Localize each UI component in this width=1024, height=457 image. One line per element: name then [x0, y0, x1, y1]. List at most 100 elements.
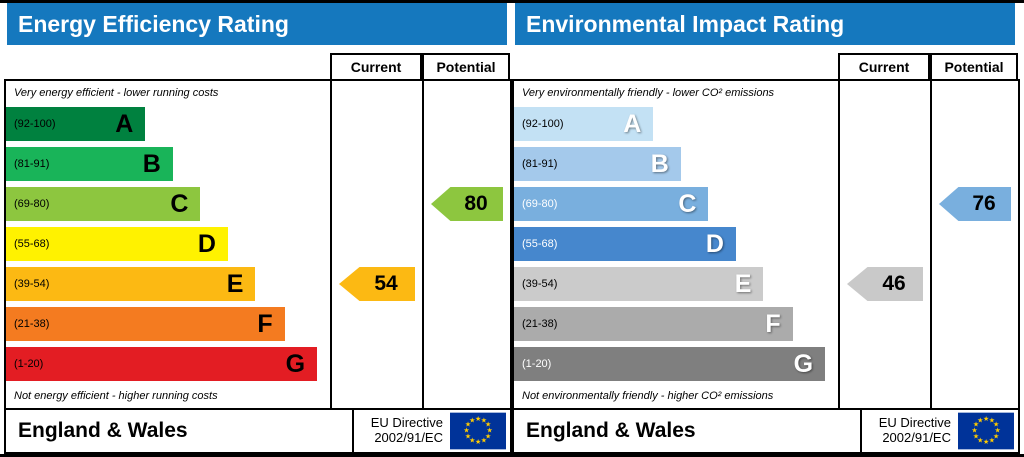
eu-directive-text: EU Directive 2002/91/EC — [878, 415, 951, 446]
eu-directive-line1: EU Directive — [878, 415, 951, 431]
svg-text:★: ★ — [989, 416, 995, 424]
eu-directive-cell: EU Directive 2002/91/EC ★ ★ ★ ★ ★ ★ ★ — [352, 410, 510, 452]
rating-band-b: (81-91) B — [514, 147, 681, 181]
svg-text:★: ★ — [993, 421, 999, 429]
rating-band-b: (81-91) B — [6, 147, 173, 181]
svg-text:★: ★ — [475, 438, 481, 446]
band-range: (81-91) — [522, 158, 558, 170]
column-header-spacer — [6, 53, 330, 79]
svg-text:★: ★ — [973, 421, 979, 429]
eu-flag-icon: ★ ★ ★ ★ ★ ★ ★ ★ ★ ★ ★ ★ — [450, 412, 506, 450]
chart-footer: England & Wales EU Directive 2002/91/EC … — [4, 410, 512, 454]
band-range: (1-20) — [522, 358, 552, 370]
rating-band-g: (1-20) G — [6, 347, 318, 381]
band-letter: D — [197, 229, 216, 258]
band-range: (55-68) — [14, 238, 50, 250]
svg-text:★: ★ — [487, 427, 493, 435]
band-letter: C — [678, 189, 697, 218]
svg-text:★: ★ — [973, 432, 979, 440]
svg-text:★: ★ — [475, 415, 481, 423]
environmental-impact-chart: Environmental Impact Rating Current Pote… — [512, 3, 1020, 454]
rating-band-f: (21-38) F — [514, 307, 793, 341]
rating-band-e: (39-54) E — [6, 267, 256, 301]
potential-rating-arrow: 80 — [431, 187, 503, 221]
rating-bands-area: Very environmentally friendly - lower CO… — [514, 81, 838, 408]
svg-text:★: ★ — [481, 437, 487, 445]
column-header-row: Current Potential — [512, 53, 1020, 79]
band-letter: G — [285, 349, 306, 378]
svg-text:★: ★ — [465, 432, 471, 440]
current-column-header: Current — [330, 53, 422, 79]
svg-text:★: ★ — [983, 438, 989, 446]
band-letter: D — [705, 229, 724, 258]
eu-directive-line2: 2002/91/EC — [374, 430, 443, 445]
band-letter: C — [170, 189, 189, 218]
energy-efficiency-chart: Energy Efficiency Rating Current Potenti… — [4, 3, 512, 454]
eu-directive-cell: EU Directive 2002/91/EC ★ ★ ★ ★ ★ ★ ★ — [860, 410, 1018, 452]
band-range: (39-54) — [522, 278, 558, 290]
rating-band-e: (39-54) E — [514, 267, 764, 301]
svg-text:★: ★ — [993, 432, 999, 440]
potential-column: 80 — [422, 81, 510, 408]
rating-table: Very energy efficient - lower running co… — [4, 79, 512, 410]
band-range: (21-38) — [522, 318, 558, 330]
current-rating-value: 46 — [882, 272, 906, 295]
svg-text:★: ★ — [469, 416, 475, 424]
bands-stack: (92-100) A (81-91) B (69-80) C (55-68) — [514, 107, 838, 387]
current-column-header: Current — [838, 53, 930, 79]
bands-stack: (92-100) A (81-91) B (69-80) C (55-68) — [6, 107, 330, 387]
bottom-note: Not environmentally friendly - higher CO… — [522, 390, 774, 402]
region-label: England & Wales — [18, 419, 188, 442]
panel-title: Energy Efficiency Rating — [7, 3, 507, 45]
top-note: Very environmentally friendly - lower CO… — [522, 87, 775, 99]
band-range: (92-100) — [522, 118, 564, 130]
svg-text:★: ★ — [977, 437, 983, 445]
band-letter: E — [734, 269, 752, 298]
potential-column: 76 — [930, 81, 1018, 408]
potential-rating-arrow: 76 — [939, 187, 1011, 221]
potential-rating-value: 80 — [464, 192, 488, 215]
current-rating-arrow: 46 — [847, 267, 923, 301]
band-range: (69-80) — [522, 198, 558, 210]
potential-column-header: Potential — [930, 53, 1018, 79]
svg-text:★: ★ — [989, 437, 995, 445]
svg-text:★: ★ — [971, 427, 977, 435]
band-range: (69-80) — [14, 198, 50, 210]
panel-title: Environmental Impact Rating — [515, 3, 1015, 45]
top-note: Very energy efficient - lower running co… — [14, 87, 219, 99]
svg-text:★: ★ — [485, 421, 491, 429]
svg-text:★: ★ — [977, 416, 983, 424]
band-range: (81-91) — [14, 158, 50, 170]
bottom-note: Not energy efficient - higher running co… — [14, 390, 218, 402]
eu-directive-line2: 2002/91/EC — [882, 430, 951, 445]
band-range: (92-100) — [14, 118, 56, 130]
band-range: (1-20) — [14, 358, 44, 370]
column-header-spacer — [514, 53, 838, 79]
rating-band-d: (55-68) D — [514, 227, 736, 261]
column-header-row: Current Potential — [4, 53, 512, 79]
potential-rating-value: 76 — [972, 192, 996, 215]
svg-text:★: ★ — [485, 432, 491, 440]
current-rating-arrow: 54 — [339, 267, 415, 301]
band-range: (39-54) — [14, 278, 50, 290]
band-letter: E — [226, 269, 244, 298]
rating-band-a: (92-100) A — [514, 107, 654, 141]
eu-directive-text: EU Directive 2002/91/EC — [370, 415, 443, 446]
svg-text:★: ★ — [469, 437, 475, 445]
svg-text:★: ★ — [995, 427, 1001, 435]
rating-band-d: (55-68) D — [6, 227, 228, 261]
band-range: (21-38) — [14, 318, 50, 330]
svg-text:★: ★ — [463, 427, 469, 435]
band-letter: F — [765, 309, 781, 338]
current-column: 46 — [838, 81, 930, 408]
region-label: England & Wales — [526, 419, 696, 442]
rating-band-c: (69-80) C — [6, 187, 201, 221]
current-rating-value: 54 — [374, 272, 398, 295]
potential-column-header: Potential — [422, 53, 510, 79]
eu-directive-line1: EU Directive — [370, 415, 443, 431]
svg-text:★: ★ — [983, 415, 989, 423]
svg-text:★: ★ — [465, 421, 471, 429]
rating-bands-area: Very energy efficient - lower running co… — [6, 81, 330, 408]
chart-footer: England & Wales EU Directive 2002/91/EC … — [512, 410, 1020, 454]
